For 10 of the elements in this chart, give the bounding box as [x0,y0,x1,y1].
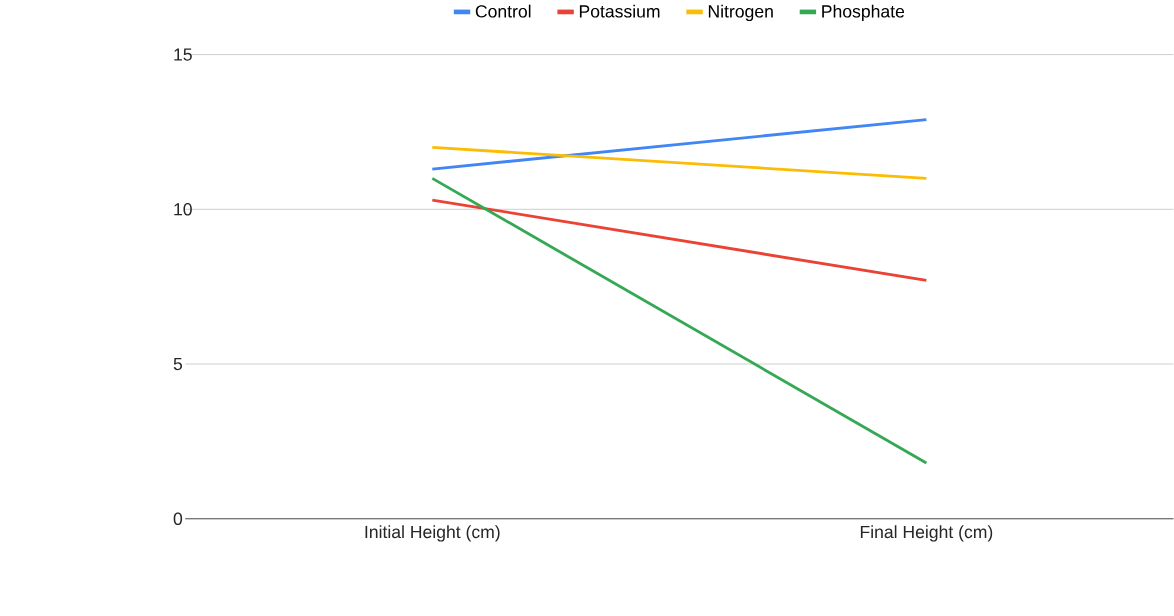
x-tick-label: Final Height (cm) [860,525,993,542]
y-tick-label: 5 [173,357,183,371]
y-tick-label: 15 [174,48,192,61]
y-tick-label: 10 [174,202,192,216]
legend-label: Phosphate [822,4,905,21]
legend-label: Control [475,4,531,18]
y-tick-label: 0 [173,512,183,525]
legend-label: Nitrogen [708,4,773,21]
legend-label: Potassium [579,4,660,18]
x-tick-label: Initial Height (cm) [365,525,500,542]
